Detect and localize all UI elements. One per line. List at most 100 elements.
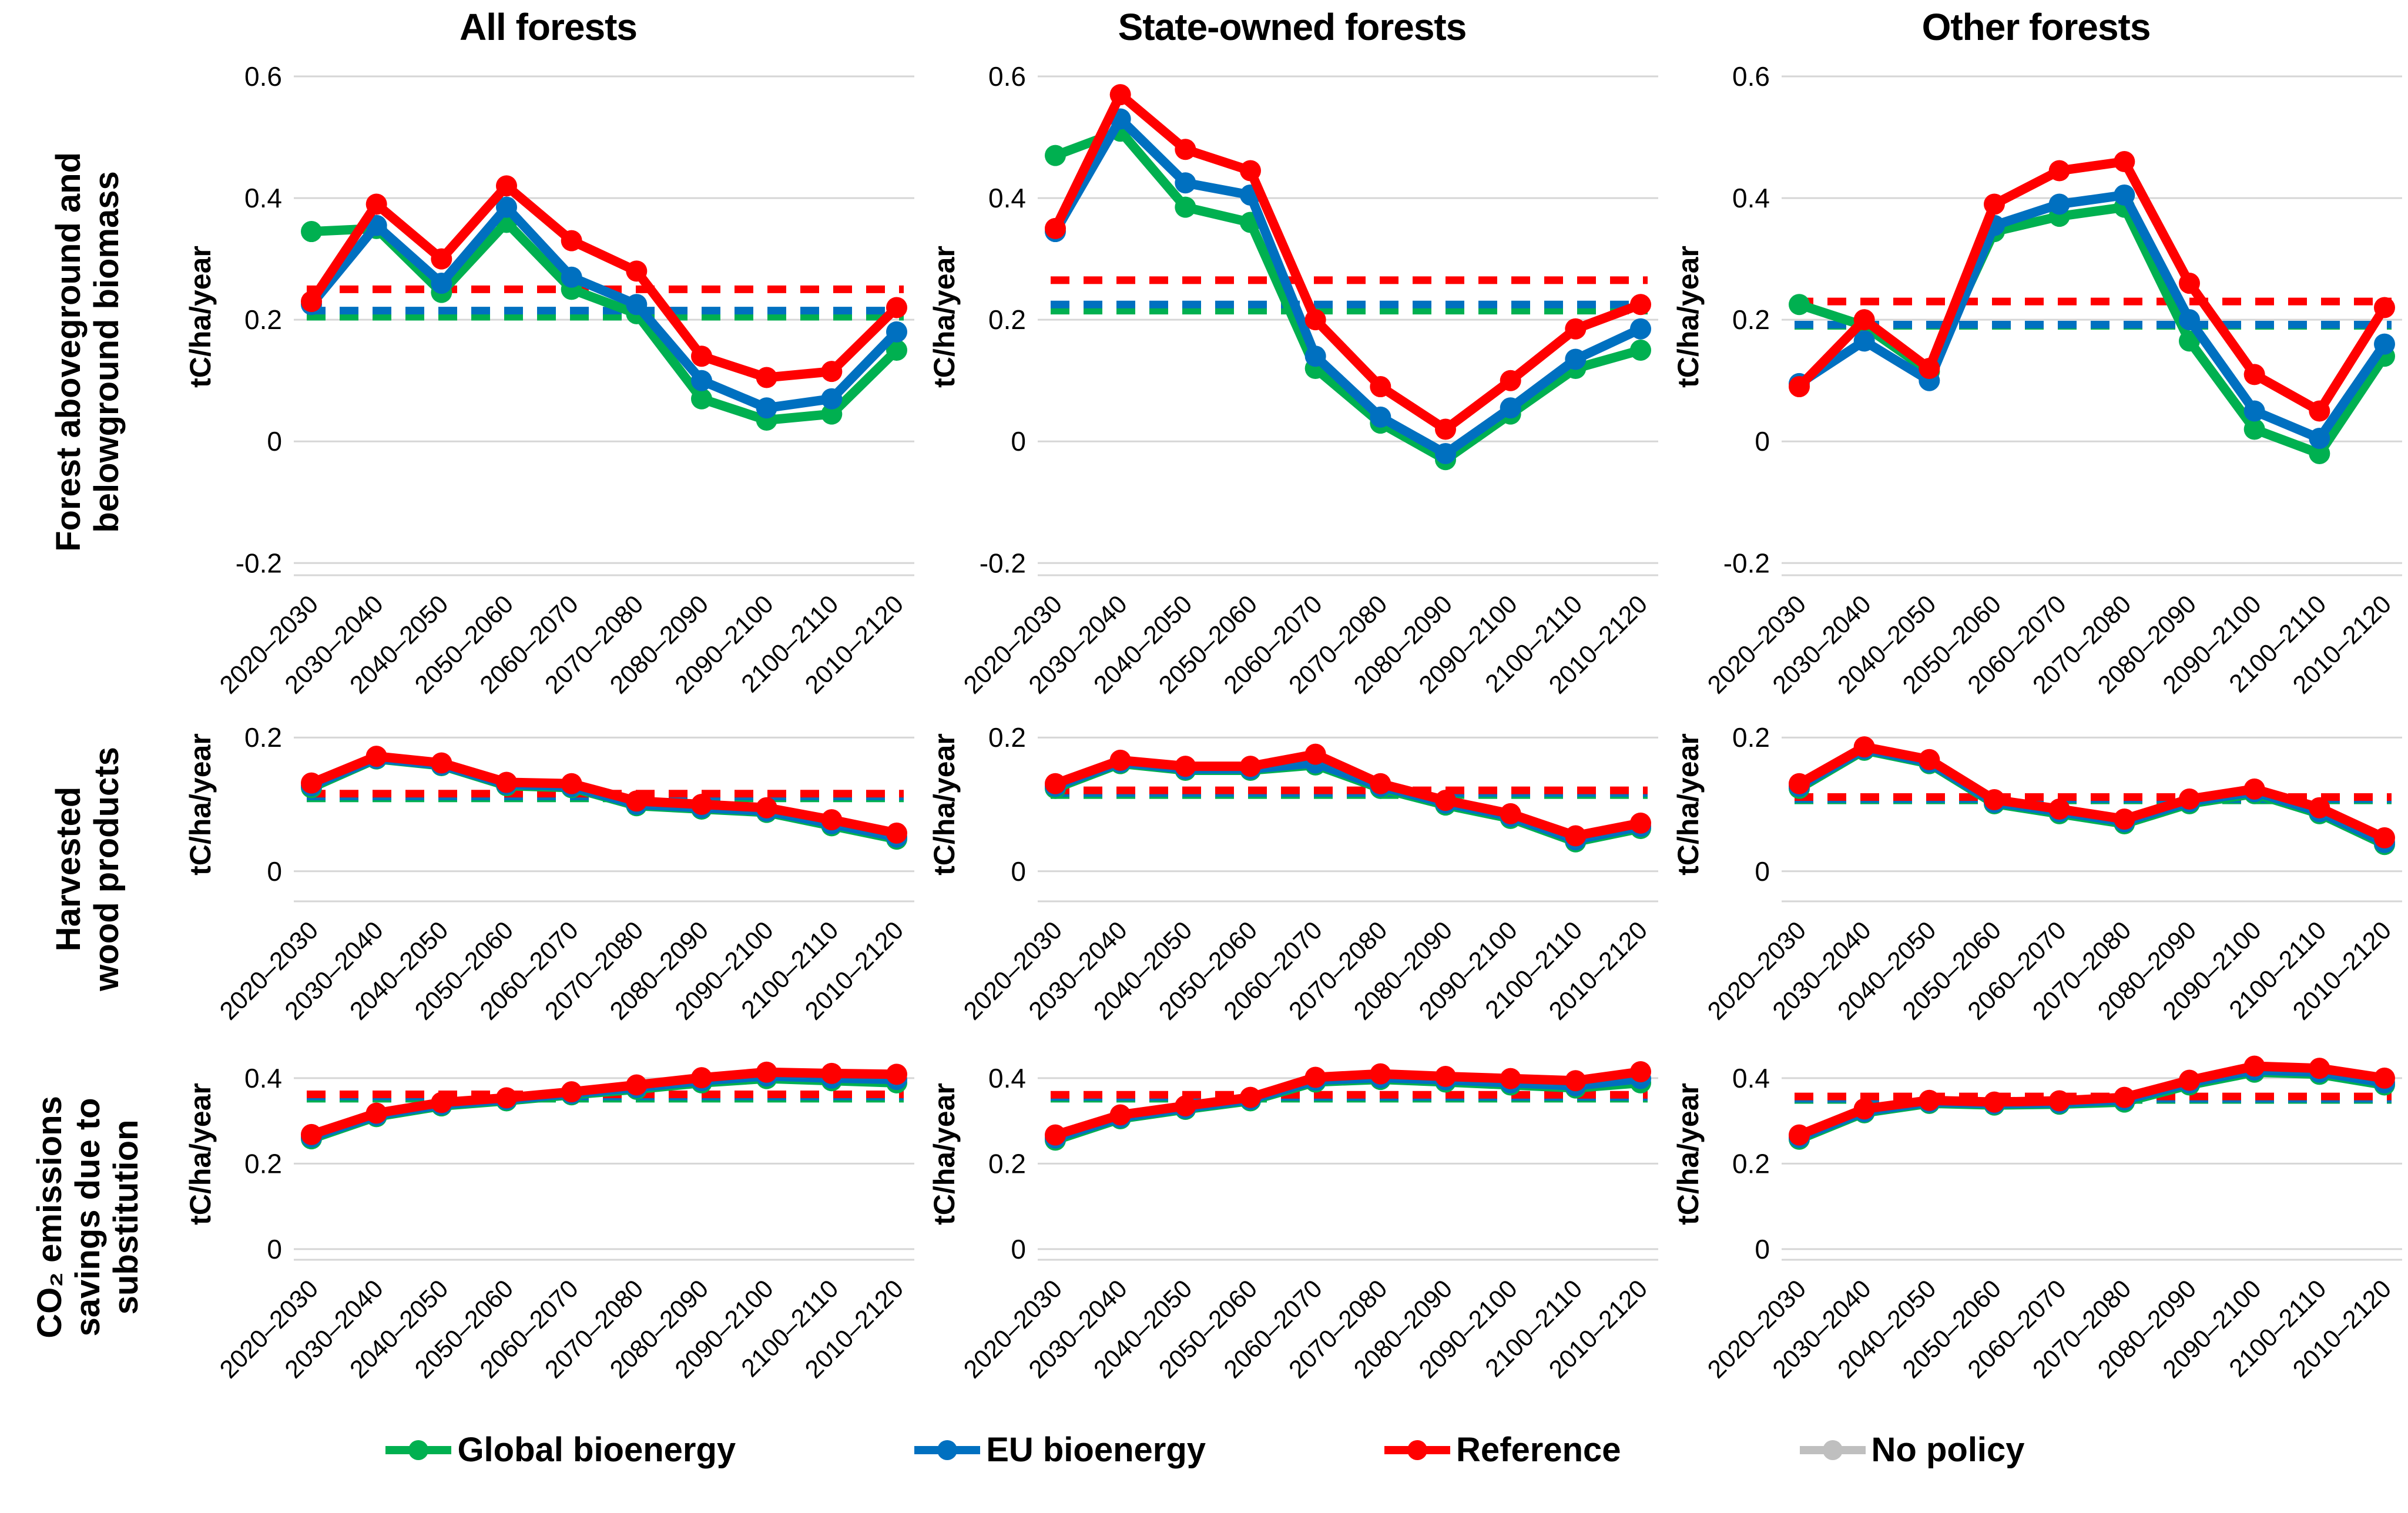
data-point-marker [1175,172,1196,194]
data-point-marker [1630,339,1651,361]
y-tick-label: 0 [1011,856,1026,887]
data-point-marker [1630,294,1651,316]
data-point-marker [1500,1068,1521,1089]
series-line [1051,126,1645,465]
data-point-marker [2114,184,2135,206]
series-line [1051,90,1645,434]
data-point-marker [1109,1104,1131,1126]
data-point-marker [1045,773,1066,794]
data-point-marker [431,273,452,294]
y-tick-label: -0.2 [1723,548,1770,578]
y-tick-label: -0.2 [236,548,282,578]
data-point-marker [1435,442,1456,464]
y-tick-label: 0.6 [244,61,282,92]
data-point-marker [1630,812,1651,834]
data-point-marker [626,294,648,316]
data-point-marker [1304,743,1326,765]
data-point-marker [2179,788,2200,810]
data-point-marker [2048,193,2070,215]
y-tick-label: 0.2 [1732,1148,1770,1179]
data-point-marker [1435,1066,1456,1087]
data-point-marker [2309,442,2330,464]
data-point-marker [2374,1067,2395,1089]
data-point-marker [2374,827,2395,848]
legend-label: Global bioenergy [457,1431,736,1469]
data-point-marker [2048,160,2070,182]
data-point-marker [2243,1055,2265,1077]
figure-grid: Forest aboveground and belowground biomas… [0,5,2408,1470]
no-policy-legend-marker-icon [1799,1440,1866,1460]
chart-cell-co2-other: 0.4 0.2 0 tC/ha/year 2020–2030 2030–2040 2040–… [1664,1039,2408,1395]
data-point-marker [496,771,517,793]
column-title-all-forests: All forests [460,6,638,48]
y-tick-label: 0 [1011,1234,1026,1264]
legend-item-eu-bioenergy: EU bioenergy [912,1430,1206,1470]
data-point-marker [496,1087,517,1109]
chart-cell-co2-all: 0.4 0.2 0 tC/ha/year 2020–2030 2030–2040 2040–… [176,1039,920,1395]
data-point-marker [1919,358,1940,379]
data-point-marker [561,1081,582,1103]
y-tick-label: 0.2 [1732,304,1770,335]
data-point-marker [301,1123,322,1145]
data-point-marker [1500,397,1521,419]
y-tick-label: 0.4 [244,1063,282,1093]
y-axis-label: tC/ha/year [184,1083,217,1225]
series-line [1051,1067,1645,1140]
y-tick-label: 0 [1755,856,1770,887]
data-point-marker [886,297,907,318]
data-point-marker [691,388,712,410]
data-point-marker [1304,1066,1326,1088]
data-point-marker [886,339,907,361]
data-point-marker [1565,1070,1587,1092]
row-label-biomass: Forest aboveground and belowground biomas… [0,5,176,699]
data-point-marker [1370,406,1391,428]
data-point-marker [1789,294,1810,316]
y-tick-label: 0 [267,856,282,887]
data-point-marker [821,361,843,383]
line-chart-biomass-state-owned-forests: 0.60.40.20-0.2tC/ha/year2020–20302030–20… [928,61,1658,699]
y-tick-label: -0.2 [980,548,1026,578]
data-point-marker [1984,1091,2005,1113]
data-point-marker [691,370,712,391]
y-tick-label: 0.4 [988,1063,1026,1093]
data-point-marker [365,746,387,767]
row-label-text: Harvested wood products [49,747,126,991]
legend-item-reference: Reference [1382,1430,1621,1470]
data-point-marker [1109,84,1131,106]
legend-item-no-policy: No policy [1797,1430,2025,1470]
reference-legend-marker-icon [1384,1440,1451,1460]
data-point-marker [1984,789,2005,811]
data-point-marker [1370,1063,1391,1085]
data-point-marker [1919,749,1940,770]
line-chart-hwp-other-forests: 0.20tC/ha/year2020–20302030–20402040–205… [1672,722,2402,1025]
y-axis-label: tC/ha/year [928,246,961,388]
y-tick-label: 0 [267,1234,282,1264]
data-point-marker [1304,345,1326,367]
data-point-marker [821,809,843,831]
chart-cell-hwp-state: 0.2 0 tC/ha/year 2020–2030 2030–2040 2040–205… [920,699,1664,1039]
row-label-harvested-wood: Harvested wood products [0,699,176,1039]
data-point-marker [301,291,322,313]
data-point-marker [1984,193,2005,215]
data-point-marker [1565,348,1587,370]
data-point-marker [2048,798,2070,820]
data-point-marker [1919,1089,1940,1111]
y-tick-label: 0.4 [1732,183,1770,213]
y-tick-label: 0.4 [244,183,282,213]
y-tick-label: 0.2 [244,304,282,335]
line-chart-co2-other-forests: 0.40.20tC/ha/year2020–20302030–20402040–… [1672,1055,2402,1384]
y-tick-label: 0 [1755,1234,1770,1264]
legend-label: No policy [1871,1431,2025,1469]
chart-cell-biomass-state: State-owned forests 0.6 0.4 0.2 0 -0.2 tC/ha/… [920,5,1664,699]
data-point-marker [1853,330,1875,352]
data-point-marker [2243,400,2265,422]
data-point-marker [626,260,648,282]
data-point-marker [1045,1124,1066,1146]
y-tick-label: 0.6 [988,61,1026,92]
data-point-marker [2309,428,2330,449]
y-tick-label: 0.2 [988,304,1026,335]
series-line [307,1067,901,1139]
y-axis-label: tC/ha/year [1672,1083,1705,1225]
data-point-marker [1045,217,1066,239]
y-tick-label: 0.2 [988,722,1026,753]
